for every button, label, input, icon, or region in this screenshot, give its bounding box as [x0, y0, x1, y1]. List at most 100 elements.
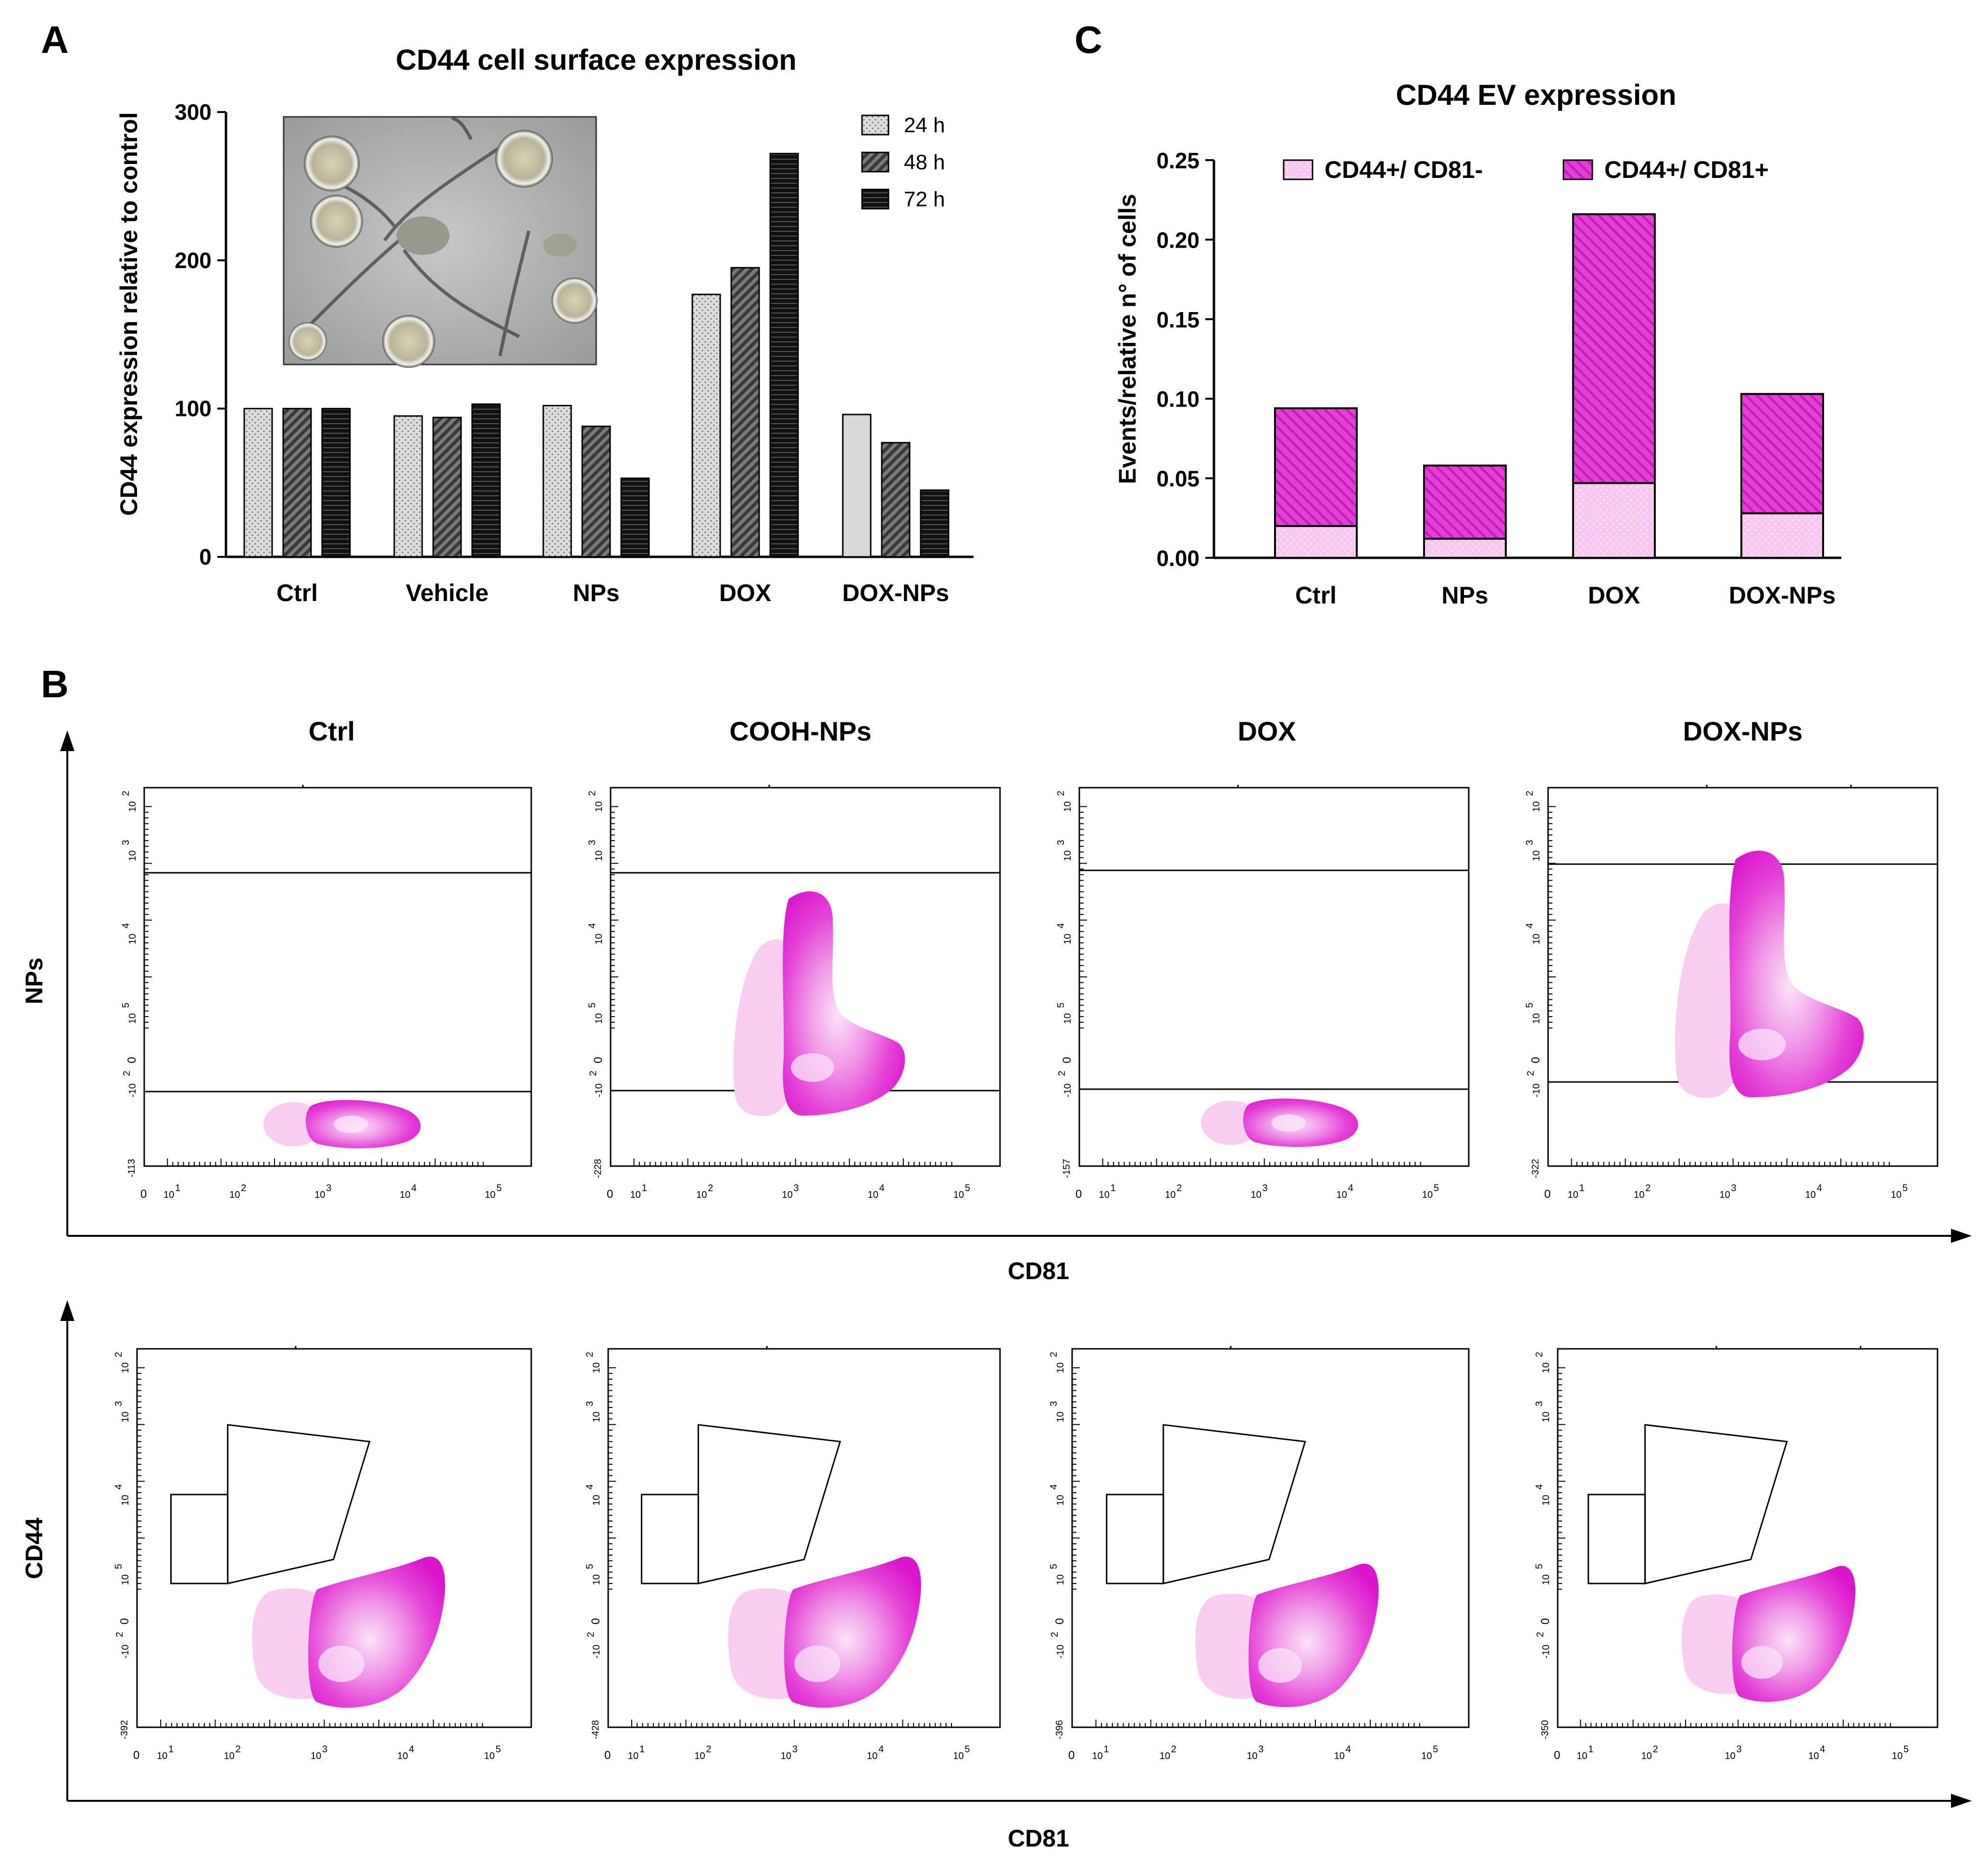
density-cloud — [263, 1100, 421, 1148]
y-tick-label-group: 10 5 — [587, 1003, 604, 1024]
y-min-label: -322 — [1530, 1159, 1541, 1178]
y-tick-label: 10 — [127, 851, 138, 861]
stacked-bar-dox-1 — [1572, 213, 1656, 484]
y-tick-label: 10 — [1055, 1412, 1066, 1422]
x-tick-exponent: 2 — [1176, 1183, 1182, 1194]
y-tick-label-group: 10 4 — [1525, 923, 1542, 944]
y-tick-label-group: 10 2 — [1525, 791, 1542, 812]
x-tick-label: 10 — [696, 1190, 707, 1200]
x-tick-label: 10 — [1576, 1751, 1587, 1761]
y-tick-label: 10 — [594, 801, 604, 812]
y-tick-label: 10 — [120, 1412, 131, 1422]
category-label: DOX-NPs — [842, 579, 949, 606]
x-tick-exponent: 3 — [792, 1744, 798, 1755]
y-min-group: -157 — [1062, 1159, 1072, 1178]
x-tick-exponent: 1 — [1111, 1183, 1116, 1194]
y-min-group: -322 — [1530, 1159, 1541, 1178]
y-tick-label-group: 10 2 — [1534, 1352, 1551, 1373]
y-zero-group: 0 — [589, 1618, 602, 1624]
x-tick-label: 10 — [628, 1751, 638, 1761]
x-tick-exponent: 2 — [708, 1183, 713, 1194]
x-tick-exponent: 1 — [1104, 1744, 1109, 1755]
category-label: NPs — [573, 579, 619, 606]
y-min-label: -428 — [590, 1720, 601, 1739]
column-title: Ctrl — [309, 716, 355, 746]
y-min-group: -428 — [590, 1720, 601, 1739]
y-zero-label: 0 — [1539, 1618, 1552, 1624]
y-tick-label-group: 10 4 — [1534, 1484, 1551, 1506]
y-tick-label: 10 — [594, 851, 604, 861]
y-tick-exponent: 2 — [587, 791, 598, 796]
y-min-group: -228 — [593, 1159, 603, 1178]
y-tick-label-group: 10 5 — [1525, 1003, 1542, 1024]
y-tick-label: 10 — [1541, 1495, 1551, 1506]
y-tick-exponent: 5 — [1056, 1003, 1066, 1008]
x-tick-label: 10 — [157, 1751, 167, 1761]
x-tick-exponent: 5 — [1434, 1183, 1439, 1194]
y-tick-label: 10 — [127, 934, 138, 944]
y-tick-label: 10 — [1055, 1362, 1066, 1373]
bar-ctrl-48h — [282, 408, 312, 558]
row2-ylabel: CD44 — [21, 1518, 48, 1579]
y-min-label: -396 — [1054, 1720, 1065, 1739]
x-tick-label: 10 — [163, 1190, 174, 1200]
y-tick-exponent: 2 — [1056, 791, 1066, 796]
x-tick-label: 0 — [1075, 1188, 1082, 1201]
x-tick-exponent: 2 — [706, 1744, 711, 1755]
chart-c-legend: CD44+/ CD81- CD44+/ CD81+ — [1283, 156, 1769, 183]
column-title: COOH-NPs — [729, 716, 872, 746]
y-tick-label: 0 — [199, 544, 212, 569]
cell-micrograph-inset — [283, 116, 598, 368]
y-tick-exponent: 5 — [121, 1003, 131, 1008]
y-tick-exponent: 4 — [113, 1484, 124, 1490]
x-tick-label: 10 — [694, 1751, 705, 1761]
bar-nps-48h — [581, 426, 611, 558]
y-tick-label: 10 — [1055, 1574, 1066, 1585]
y-zero-label: 0 — [125, 1057, 138, 1063]
y-tick-label-group: 10 2 — [587, 791, 604, 812]
y-neg-group: -10 2 — [1050, 1632, 1066, 1659]
y-neg-label: -10 — [1541, 1645, 1551, 1659]
y-neg-exponent: 2 — [122, 1070, 132, 1076]
y-tick-label-group: 10 3 — [121, 840, 138, 861]
x-tick-label: 0 — [604, 1749, 611, 1762]
stacked-bar-ctrl-1 — [1274, 407, 1358, 527]
bar-dox-72h — [769, 152, 799, 558]
gate-cd81-positive — [697, 1424, 841, 1584]
y-tick-label-group: 10 3 — [1525, 840, 1542, 861]
panel-c-label: C — [1075, 18, 1102, 61]
y-neg-exponent: 2 — [1525, 1070, 1536, 1076]
y-tick-exponent: 3 — [1534, 1401, 1545, 1407]
x-tick-label: 10 — [868, 1190, 878, 1200]
y-neg-group: -10 2 — [586, 1632, 602, 1659]
bar-dox-24h — [691, 293, 721, 558]
y-tick-exponent: 2 — [113, 1352, 124, 1357]
y-min-group: -392 — [119, 1720, 130, 1739]
y-zero-group: 0 — [125, 1057, 138, 1063]
y-tick-exponent: 3 — [1056, 840, 1066, 845]
x-tick-label: 10 — [953, 1190, 964, 1200]
bar-dox-nps-24h — [842, 414, 872, 558]
x-tick-label: 10 — [867, 1751, 877, 1761]
legend-label: 72 h — [904, 188, 945, 211]
legend-label: 48 h — [904, 151, 945, 174]
x-tick-exponent: 4 — [1817, 1183, 1822, 1194]
x-tick-label: 0 — [1544, 1188, 1550, 1201]
x-tick-label: 10 — [1421, 1751, 1432, 1761]
y-neg-label: -10 — [594, 1083, 604, 1097]
x-tick-exponent: 1 — [1579, 1183, 1585, 1194]
y-tick-label: 10 — [1063, 851, 1073, 861]
x-tick-exponent: 3 — [326, 1183, 331, 1194]
chart-a-categories: Ctrl Vehicle NPs DOX DOX-NPs — [276, 579, 949, 606]
legend-label: 24 h — [904, 113, 945, 137]
y-tick-label: 10 — [1063, 934, 1073, 944]
x-tick-label: 10 — [484, 1751, 495, 1761]
x-tick-label: 10 — [397, 1751, 408, 1761]
y-min-label: -228 — [593, 1159, 603, 1178]
chart-c-yticks: 0.00 0.05 0.10 0.15 0.20 0.25 — [1156, 148, 1214, 571]
